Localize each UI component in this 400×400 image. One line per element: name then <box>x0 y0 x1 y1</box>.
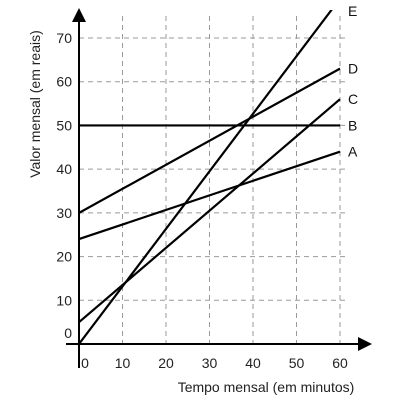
y-tick-label: 70 <box>56 30 72 46</box>
series-label-a: A <box>348 144 358 160</box>
x-tick-label: 30 <box>202 355 218 371</box>
series-label-e: E <box>348 3 357 19</box>
y-tick-label: 20 <box>56 249 72 265</box>
x-axis-title: Tempo mensal (em minutos) <box>178 379 355 395</box>
x-tick-label: 10 <box>115 355 131 371</box>
x-axis-arrow <box>358 337 372 351</box>
y-tick-label: 40 <box>56 161 72 177</box>
y-tick-label: 0 <box>64 325 72 341</box>
series-line-e <box>79 10 333 345</box>
x-tick-label: 20 <box>158 355 174 371</box>
y-axis-title: Valor mensal (em reais) <box>27 30 43 178</box>
tick-labels: 0 10 20 30 40 50 60 0 10 20 30 40 50 60 70 <box>56 30 348 371</box>
series-line-a <box>79 150 341 241</box>
series-group <box>79 10 341 345</box>
series-label-c: C <box>348 91 358 107</box>
series-line-d <box>79 67 341 214</box>
y-axis-arrow <box>72 8 86 22</box>
series-label-d: D <box>348 61 358 77</box>
y-tick-label: 60 <box>56 74 72 90</box>
y-tick-label: 50 <box>56 117 72 133</box>
y-tick-label: 10 <box>56 292 72 308</box>
x-tick-label: 40 <box>245 355 261 371</box>
x-tick-label: 0 <box>81 355 89 371</box>
y-tick-label: 30 <box>56 205 72 221</box>
x-tick-label: 60 <box>332 355 348 371</box>
series-label-b: B <box>348 117 357 133</box>
grid <box>79 16 346 344</box>
axes <box>66 8 372 368</box>
x-tick-label: 50 <box>289 355 305 371</box>
